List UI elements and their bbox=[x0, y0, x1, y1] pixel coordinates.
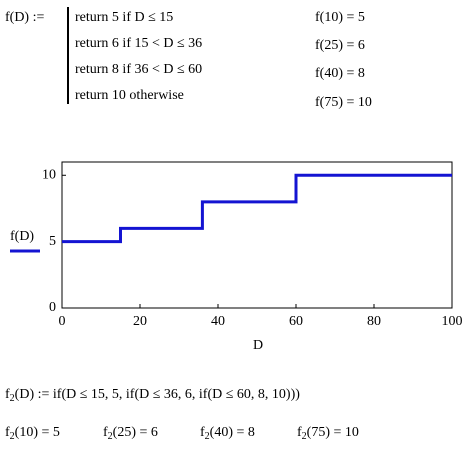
program-line: return 10 otherwise bbox=[75, 88, 184, 103]
function-name: f bbox=[5, 425, 10, 440]
evaluation-body: (40) = 8 bbox=[210, 425, 255, 440]
evaluation: f(10) = 5 bbox=[315, 10, 365, 25]
second-evaluation: f2(10) = 5 bbox=[5, 425, 60, 442]
function-name: f bbox=[200, 425, 205, 440]
function-subscript: 2 bbox=[10, 393, 15, 404]
function-name: f bbox=[103, 425, 108, 440]
x-tick-label: 60 bbox=[289, 314, 303, 329]
program-line: return 5 if D ≤ 15 bbox=[75, 10, 173, 25]
function-name: f bbox=[5, 387, 10, 402]
y-tick-label: 5 bbox=[49, 234, 56, 249]
program-line: return 8 if 36 < D ≤ 60 bbox=[75, 62, 202, 77]
x-tick-label: 80 bbox=[367, 314, 381, 329]
second-evaluation: f2(40) = 8 bbox=[200, 425, 255, 442]
x-tick-label: 0 bbox=[59, 314, 66, 329]
program-line: return 6 if 15 < D ≤ 36 bbox=[75, 36, 202, 51]
x-tick-label: 20 bbox=[133, 314, 147, 329]
x-tick-label: 40 bbox=[211, 314, 225, 329]
evaluation: f(75) = 10 bbox=[315, 95, 372, 110]
evaluation-body: (10) = 5 bbox=[15, 425, 60, 440]
evaluation-body: (25) = 6 bbox=[113, 425, 158, 440]
x-axis-label: D bbox=[253, 338, 263, 353]
line-series bbox=[62, 173, 452, 244]
y-tick-label: 10 bbox=[42, 167, 56, 182]
function-subscript: 2 bbox=[108, 431, 113, 442]
function-name: f bbox=[297, 425, 302, 440]
function-body: (D) := if(D ≤ 15, 5, if(D ≤ 36, 6, if(D … bbox=[15, 387, 301, 402]
definition-head: f(D) := bbox=[5, 10, 44, 25]
x-tick-label: 100 bbox=[442, 314, 463, 329]
function-subscript: 2 bbox=[10, 431, 15, 442]
evaluation: f(40) = 8 bbox=[315, 66, 365, 81]
plot-frame bbox=[61, 161, 453, 309]
evaluation: f(25) = 6 bbox=[315, 38, 365, 53]
second-definition: f2(D) := if(D ≤ 15, 5, if(D ≤ 36, 6, if(… bbox=[5, 387, 300, 404]
second-evaluation: f2(75) = 10 bbox=[297, 425, 359, 442]
function-subscript: 2 bbox=[302, 431, 307, 442]
y-tick-label: 0 bbox=[49, 300, 56, 315]
y-axis-label: f(D) bbox=[10, 229, 34, 244]
function-subscript: 2 bbox=[205, 431, 210, 442]
evaluation-body: (75) = 10 bbox=[307, 425, 359, 440]
second-evaluation: f2(25) = 6 bbox=[103, 425, 158, 442]
